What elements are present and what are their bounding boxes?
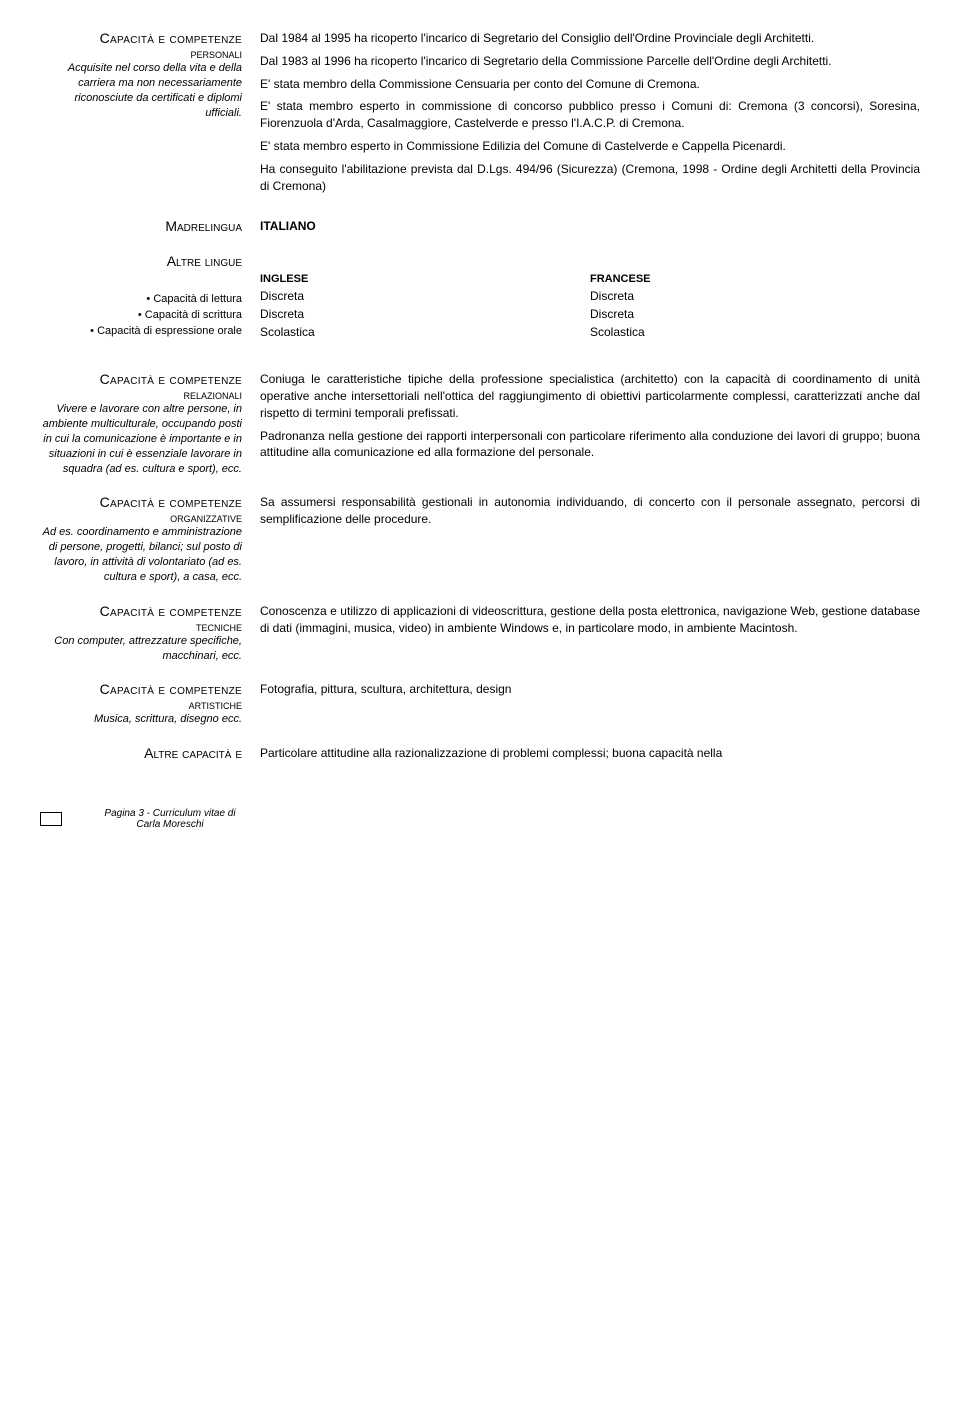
organizzative-desc: Ad es. coordinamento e amministrazione d… — [40, 525, 242, 584]
footer-text: Pagina 3 - Curriculum vitae di Carla Mor… — [80, 808, 260, 830]
lang-header-francese: FRANCESE — [590, 273, 920, 285]
personali-p4: E' stata membro esperto in commissione d… — [260, 98, 920, 132]
lang-inglese-r2: Discreta — [260, 307, 590, 321]
altre-heading: Altre capacità e — [40, 745, 242, 761]
lang-francese-r3: Scolastica — [590, 325, 920, 339]
madrelingua-left: Madrelingua — [40, 218, 260, 235]
personali-p6: Ha conseguito l'abilitazione prevista da… — [260, 161, 920, 195]
relazionali-left: Capacità e competenze relazionali Vivere… — [40, 371, 260, 476]
personali-p3: E' stata membro della Commissione Censua… — [260, 76, 920, 93]
altrelingue-right-empty — [260, 253, 920, 269]
lang-label-lettura: • Capacità di lettura — [40, 293, 242, 305]
lang-francese-r2: Discreta — [590, 307, 920, 321]
artistiche-desc: Musica, scrittura, disegno ecc. — [40, 712, 242, 727]
relazionali-desc: Vivere e lavorare con altre persone, in … — [40, 402, 242, 476]
section-relazionali: Capacità e competenze relazionali Vivere… — [40, 371, 920, 476]
organizzative-right: Sa assumersi responsabilità gestionali i… — [260, 494, 920, 584]
lang-inglese-r1: Discreta — [260, 289, 590, 303]
altre-p1: Particolare attitudine alla razionalizza… — [260, 745, 920, 762]
madrelingua-label: Madrelingua — [40, 218, 242, 234]
lang-francese-r1: Discreta — [590, 289, 920, 303]
lang-label-blank — [40, 273, 242, 289]
lang-table: • Capacità di lettura • Capacità di scri… — [40, 273, 920, 343]
section-madrelingua: Madrelingua ITALIANO — [40, 218, 920, 235]
footer-line2: Carla Moreschi — [80, 819, 260, 830]
artistiche-right: Fotografia, pittura, scultura, architett… — [260, 681, 920, 727]
lang-label-orale: • Capacità di espressione orale — [40, 325, 242, 337]
relazionali-right: Coniuga le caratteristiche tipiche della… — [260, 371, 920, 476]
section-personali: Capacità e competenze personali Acquisit… — [40, 30, 920, 200]
organizzative-p1: Sa assumersi responsabilità gestionali i… — [260, 494, 920, 528]
relazionali-p2: Padronanza nella gestione dei rapporti i… — [260, 428, 920, 462]
artistiche-sub: artistiche — [40, 697, 242, 712]
section-altre: Altre capacità e Particolare attitudine … — [40, 745, 920, 768]
relazionali-heading: Capacità e competenze — [40, 371, 242, 387]
personali-heading: Capacità e competenze — [40, 30, 242, 46]
artistiche-heading: Capacità e competenze — [40, 681, 242, 697]
section-artistiche: Capacità e competenze artistiche Musica,… — [40, 681, 920, 727]
personali-p5: E' stata membro esperto in Commissione E… — [260, 138, 920, 155]
section-organizzative: Capacità e competenze organizzative Ad e… — [40, 494, 920, 584]
lang-col-francese: FRANCESE Discreta Discreta Scolastica — [590, 273, 920, 343]
lang-header-inglese: INGLESE — [260, 273, 590, 285]
altrelingue-left: Altre lingue — [40, 253, 260, 269]
relazionali-sub: relazionali — [40, 387, 242, 402]
organizzative-sub: organizzative — [40, 510, 242, 525]
personali-p1: Dal 1984 al 1995 ha ricoperto l'incarico… — [260, 30, 920, 47]
personali-desc: Acquisite nel corso della vita e della c… — [40, 61, 242, 120]
personali-right: Dal 1984 al 1995 ha ricoperto l'incarico… — [260, 30, 920, 200]
footer-line1: Pagina 3 - Curriculum vitae di — [80, 808, 260, 819]
organizzative-left: Capacità e competenze organizzative Ad e… — [40, 494, 260, 584]
madrelingua-value: ITALIANO — [260, 219, 316, 233]
footer-box-icon — [40, 812, 62, 826]
section-tecniche: Capacità e competenze tecniche Con compu… — [40, 603, 920, 664]
artistiche-left: Capacità e competenze artistiche Musica,… — [40, 681, 260, 727]
tecniche-right: Conoscenza e utilizzo di applicazioni di… — [260, 603, 920, 664]
personali-left: Capacità e competenze personali Acquisit… — [40, 30, 260, 200]
lang-inglese-r3: Scolastica — [260, 325, 590, 339]
lang-label-scrittura: • Capacità di scrittura — [40, 309, 242, 321]
relazionali-p1: Coniuga le caratteristiche tipiche della… — [260, 371, 920, 421]
tecniche-left: Capacità e competenze tecniche Con compu… — [40, 603, 260, 664]
organizzative-heading: Capacità e competenze — [40, 494, 242, 510]
altre-right: Particolare attitudine alla razionalizza… — [260, 745, 920, 768]
tecniche-p1: Conoscenza e utilizzo di applicazioni di… — [260, 603, 920, 637]
lang-labels-col: • Capacità di lettura • Capacità di scri… — [40, 273, 260, 343]
tecniche-heading: Capacità e competenze — [40, 603, 242, 619]
madrelingua-right: ITALIANO — [260, 218, 920, 235]
personali-sub: personali — [40, 46, 242, 61]
lang-col-inglese: INGLESE Discreta Discreta Scolastica — [260, 273, 590, 343]
altrelingue-heading: Altre lingue — [40, 253, 242, 269]
tecniche-desc: Con computer, attrezzature specifiche, m… — [40, 634, 242, 664]
page-footer: Pagina 3 - Curriculum vitae di Carla Mor… — [40, 808, 920, 830]
altre-left: Altre capacità e — [40, 745, 260, 768]
section-altrelingue-heading: Altre lingue — [40, 253, 920, 269]
artistiche-p1: Fotografia, pittura, scultura, architett… — [260, 681, 920, 698]
personali-p2: Dal 1983 al 1996 ha ricoperto l'incarico… — [260, 53, 920, 70]
tecniche-sub: tecniche — [40, 619, 242, 634]
